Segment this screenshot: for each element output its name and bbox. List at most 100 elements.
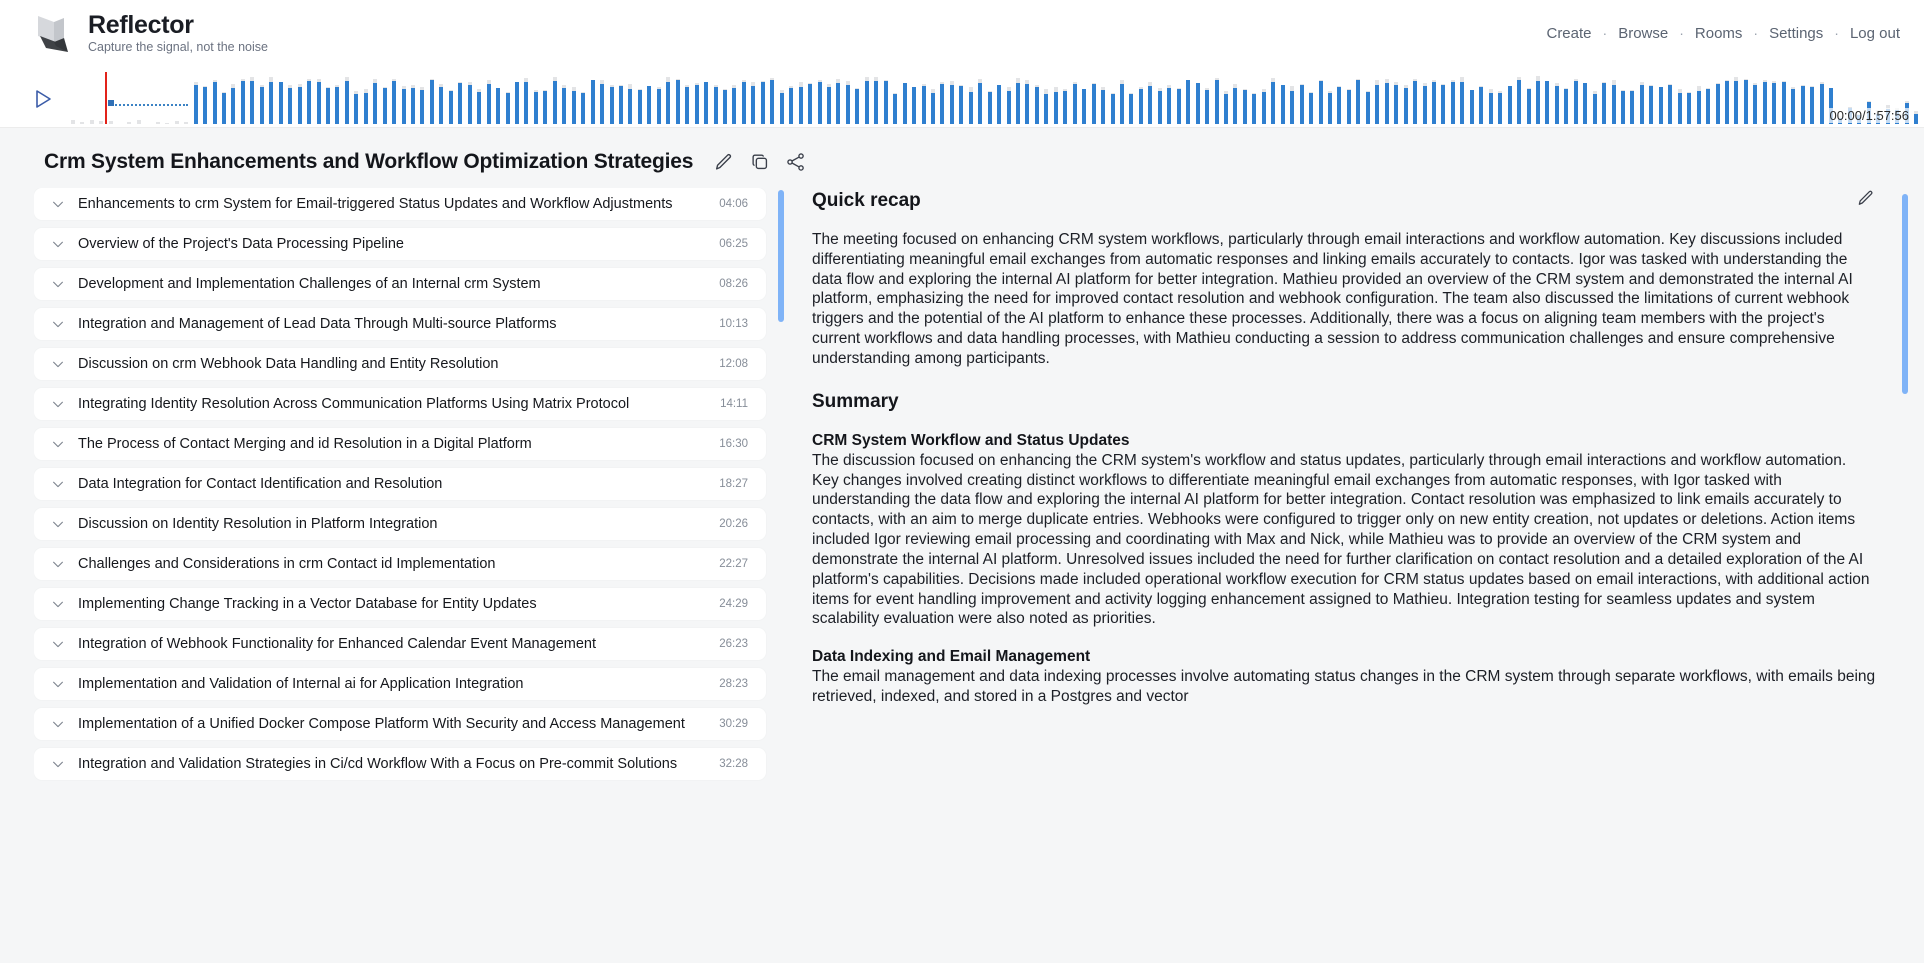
- waveform-bar: [616, 66, 625, 124]
- chevron-down-icon[interactable]: [48, 554, 68, 574]
- waveform-bar: [1448, 66, 1457, 124]
- chapter-timestamp: 10:13: [719, 318, 748, 330]
- waveform-bar: [890, 66, 899, 124]
- chapter-label: Integrating Identity Resolution Across C…: [78, 396, 630, 412]
- content-panes: Enhancements to crm System for Email-tri…: [0, 188, 1924, 961]
- waveform-bar: [238, 66, 247, 124]
- waveform-bar: [295, 66, 304, 124]
- waveform-bar: [1174, 66, 1183, 124]
- brand-name: Reflector: [88, 10, 194, 39]
- waveform-bar: [862, 66, 871, 124]
- waveform-bar: [389, 66, 398, 124]
- chapter-list-scrollbar[interactable]: [778, 190, 784, 322]
- chevron-down-icon[interactable]: [48, 754, 68, 774]
- chevron-down-icon[interactable]: [48, 394, 68, 414]
- playhead-marker[interactable]: [105, 72, 107, 124]
- chevron-down-icon[interactable]: [48, 274, 68, 294]
- waveform-bar: [1713, 66, 1722, 124]
- chevron-down-icon[interactable]: [48, 434, 68, 454]
- chapter-row[interactable]: Discussion on Identity Resolution in Pla…: [34, 508, 766, 540]
- waveform-bar: [588, 66, 597, 124]
- summary-scrollbar[interactable]: [1902, 194, 1908, 394]
- chevron-down-icon[interactable]: [48, 514, 68, 534]
- waveform-bars[interactable]: [68, 66, 1920, 124]
- chevron-down-icon[interactable]: [48, 354, 68, 374]
- waveform-track[interactable]: 00:00/1:57:56: [68, 66, 1920, 124]
- nav-item-rooms[interactable]: Rooms: [1694, 24, 1743, 42]
- chapter-label: Data Integration for Contact Identificat…: [78, 476, 443, 492]
- waveform-bar: [607, 66, 616, 124]
- chapter-label: Challenges and Considerations in crm Con…: [78, 556, 496, 572]
- nav-item-log-out[interactable]: Log out: [1849, 24, 1900, 42]
- nav-item-browse[interactable]: Browse: [1618, 24, 1669, 42]
- share-icon[interactable]: [785, 151, 807, 173]
- waveform-bar: [1684, 66, 1693, 124]
- chapter-row[interactable]: Integration and Management of Lead Data …: [34, 308, 766, 340]
- chapter-row[interactable]: Integrating Identity Resolution Across C…: [34, 388, 766, 420]
- chapter-row[interactable]: Data Integration for Contact Identificat…: [34, 468, 766, 500]
- chapter-row[interactable]: Implementation and Validation of Interna…: [34, 668, 766, 700]
- chapter-timestamp: 16:30: [719, 438, 748, 450]
- waveform-bar: [1212, 66, 1221, 124]
- chapter-row[interactable]: Overview of the Project's Data Processin…: [34, 228, 766, 260]
- chevron-down-icon[interactable]: [48, 474, 68, 494]
- waveform-bar: [645, 66, 654, 124]
- chevron-down-icon[interactable]: [48, 674, 68, 694]
- waveform-bar: [1788, 66, 1797, 124]
- waveform-bar: [1552, 66, 1561, 124]
- waveform-bar: [1722, 66, 1731, 124]
- chapter-row[interactable]: The Process of Contact Merging and id Re…: [34, 428, 766, 460]
- chapter-row[interactable]: Enhancements to crm System for Email-tri…: [34, 188, 766, 220]
- waveform-lead-dot: [108, 100, 114, 106]
- waveform-bar: [96, 66, 105, 124]
- chevron-down-icon[interactable]: [48, 194, 68, 214]
- chevron-down-icon[interactable]: [48, 234, 68, 254]
- waveform-bar: [1458, 66, 1467, 124]
- waveform-bar: [682, 66, 691, 124]
- waveform-bar: [1023, 66, 1032, 124]
- waveform-bar: [966, 66, 975, 124]
- summary-section-heading: CRM System Workflow and Status Updates: [812, 431, 1130, 449]
- waveform-bar: [1344, 66, 1353, 124]
- chapter-row[interactable]: Implementation of a Unified Docker Compo…: [34, 708, 766, 740]
- nav-item-settings[interactable]: Settings: [1769, 24, 1824, 42]
- waveform-bar: [834, 66, 843, 124]
- brand-tagline: Capture the signal, not the noise: [88, 39, 268, 54]
- chevron-down-icon[interactable]: [48, 594, 68, 614]
- waveform-bar: [1826, 66, 1835, 124]
- waveform-bar: [1297, 66, 1306, 124]
- reflector-cube-logo-icon: [34, 12, 72, 54]
- summary-pane: Quick recap The meeting focused on enhan…: [784, 188, 1924, 961]
- timecode-display: 00:00/1:57:56: [1828, 108, 1910, 123]
- waveform-bar: [1798, 66, 1807, 124]
- chapter-row[interactable]: Implementing Change Tracking in a Vector…: [34, 588, 766, 620]
- waveform-bar: [493, 66, 502, 124]
- chapter-row[interactable]: Discussion on crm Webhook Data Handling …: [34, 348, 766, 380]
- chapter-row[interactable]: Integration of Webhook Functionality for…: [34, 628, 766, 660]
- pencil-edit-icon[interactable]: [1856, 188, 1876, 208]
- chevron-down-icon[interactable]: [48, 634, 68, 654]
- pencil-edit-icon[interactable]: [713, 151, 735, 173]
- play-triangle-icon[interactable]: [30, 84, 56, 114]
- nav-item-create[interactable]: Create: [1546, 24, 1592, 42]
- waveform-bar: [654, 66, 663, 124]
- chevron-down-icon[interactable]: [48, 314, 68, 334]
- chapter-row[interactable]: Development and Implementation Challenge…: [34, 268, 766, 300]
- chapter-row[interactable]: Challenges and Considerations in crm Con…: [34, 548, 766, 580]
- page-title: Crm System Enhancements and Workflow Opt…: [44, 150, 694, 173]
- waveform-bar: [1042, 66, 1051, 124]
- copy-icon[interactable]: [749, 151, 771, 173]
- chevron-down-icon[interactable]: [48, 714, 68, 734]
- waveform-bar: [1401, 66, 1410, 124]
- chapter-label: The Process of Contact Merging and id Re…: [78, 436, 532, 452]
- chapter-timestamp: 24:29: [719, 598, 748, 610]
- waveform-bar: [257, 66, 266, 124]
- waveform-bar: [1363, 66, 1372, 124]
- chapter-label: Implementation of a Unified Docker Compo…: [78, 716, 685, 732]
- waveform-bar: [181, 66, 190, 124]
- waveform-bar: [1391, 66, 1400, 124]
- waveform-bar: [1467, 66, 1476, 124]
- waveform-bar: [701, 66, 710, 124]
- waveform-bar: [1354, 66, 1363, 124]
- chapter-row[interactable]: Integration and Validation Strategies in…: [34, 748, 766, 780]
